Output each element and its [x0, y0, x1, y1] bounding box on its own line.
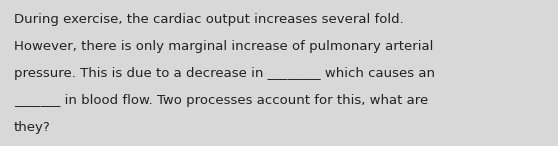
Text: they?: they? [14, 121, 51, 134]
Text: _______ in blood flow. Two processes account for this, what are: _______ in blood flow. Two processes acc… [14, 94, 428, 107]
Text: pressure. This is due to a decrease in ________ which causes an: pressure. This is due to a decrease in _… [14, 67, 435, 80]
Text: During exercise, the cardiac output increases several fold.: During exercise, the cardiac output incr… [14, 13, 403, 26]
Text: However, there is only marginal increase of pulmonary arterial: However, there is only marginal increase… [14, 40, 434, 53]
